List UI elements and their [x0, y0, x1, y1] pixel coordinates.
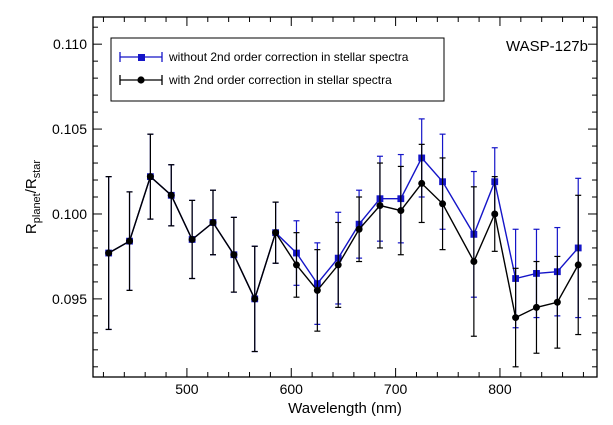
- y-axis-label-main: R: [23, 223, 40, 234]
- legend-box: [110, 37, 445, 102]
- series-layer: [105, 118, 582, 368]
- data-point-circle: [553, 298, 561, 306]
- y-tick-label: 0.095: [52, 291, 87, 307]
- data-point-circle: [532, 303, 540, 311]
- data-point-circle: [470, 258, 478, 266]
- y-axis-label: Rplanet/Rstar: [23, 160, 43, 235]
- data-point-circle: [418, 179, 426, 187]
- y-axis-label-separator: /R: [23, 178, 40, 193]
- x-tick-label: 700: [384, 381, 408, 397]
- x-axis-label: Wavelength (nm): [288, 400, 402, 417]
- y-tick-label: 0.100: [52, 206, 87, 222]
- series-without-correction: [105, 118, 582, 353]
- data-point-circle: [126, 237, 134, 245]
- axis-ticks: 500 600 700 800 0.095 0.100 0.105 0.110: [52, 17, 597, 397]
- y-axis-label-sub-star: star: [31, 160, 43, 179]
- x-tick-label: 800: [488, 381, 512, 397]
- chart-annotation: WASP-127b: [506, 38, 588, 55]
- data-point-circle: [209, 218, 217, 226]
- data-point-circle: [167, 191, 175, 199]
- legend-entry-with-correction: with 2nd order correction in stellar spe…: [119, 73, 392, 87]
- data-point-circle: [512, 314, 520, 322]
- legend-label-with-correction: with 2nd order correction in stellar spe…: [168, 73, 392, 87]
- y-tick-label: 0.105: [52, 121, 87, 137]
- legend-marker-square: [138, 54, 145, 61]
- data-point-circle: [574, 261, 582, 269]
- data-point-circle: [188, 235, 196, 243]
- data-point-circle: [397, 207, 405, 215]
- series-line: [108, 175, 579, 319]
- y-tick-label: 0.110: [53, 36, 87, 52]
- legend-label-without-correction: without 2nd order correction in stellar …: [168, 50, 409, 64]
- data-point-circle: [146, 173, 154, 181]
- x-tick-label: 500: [175, 381, 199, 397]
- data-point-circle: [491, 210, 499, 218]
- data-point-circle: [355, 225, 363, 233]
- data-point-circle: [272, 229, 280, 237]
- legend-marker-circle: [137, 76, 145, 84]
- series-with-correction: [105, 133, 582, 368]
- x-tick-label: 600: [280, 381, 304, 397]
- data-point-circle: [251, 295, 259, 303]
- legend: without 2nd order correction in stellar …: [110, 37, 445, 102]
- data-point-circle: [439, 200, 447, 208]
- legend-entry-without-correction: without 2nd order correction in stellar …: [119, 50, 409, 64]
- data-point-circle: [105, 249, 113, 257]
- data-point-circle: [376, 201, 384, 209]
- y-axis-label-sub-planet: planet: [31, 193, 43, 223]
- data-point-circle: [334, 261, 342, 269]
- data-point-circle: [313, 286, 321, 294]
- data-point-circle: [292, 261, 300, 269]
- data-point-circle: [230, 251, 238, 259]
